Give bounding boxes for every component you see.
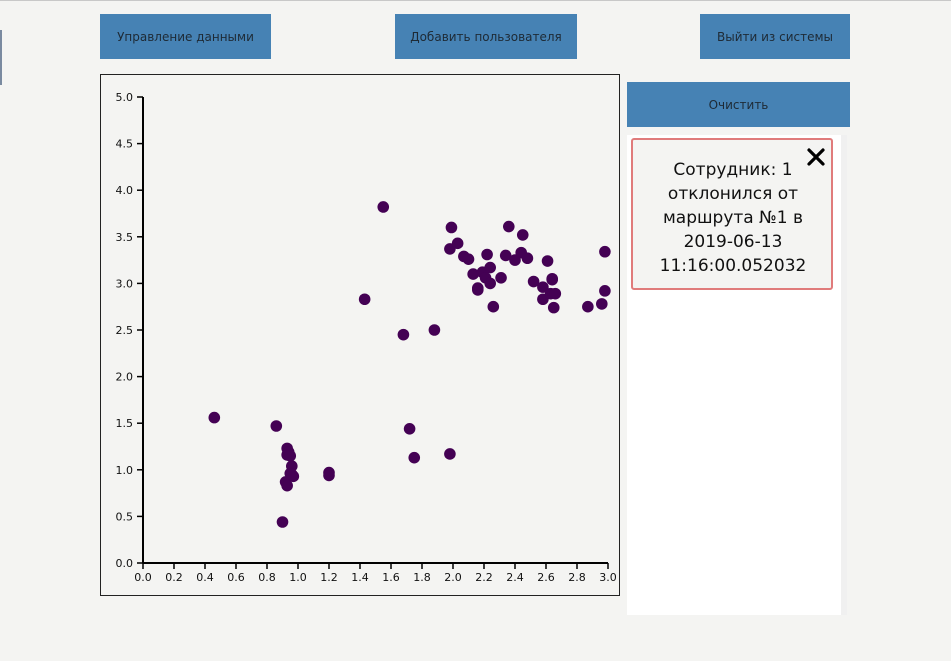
data-point xyxy=(208,411,221,424)
data-point xyxy=(467,268,479,280)
data-point xyxy=(546,273,558,286)
data-point xyxy=(582,300,594,313)
data-point xyxy=(408,451,421,464)
data-point xyxy=(276,516,289,528)
x-tick-label: 0.4 xyxy=(196,571,214,584)
data-point xyxy=(444,448,456,460)
close-icon[interactable] xyxy=(805,146,827,168)
data-point xyxy=(481,248,493,261)
x-tick-label: 0.8 xyxy=(258,571,276,584)
scatter-chart-svg: 0.0 0.2 0.4 0.6 0.8 1.0 1.2 1.4 1.6 1.8 2.0 2.2 2.4 2… xyxy=(116,91,617,584)
y-tick-label: 0.0 xyxy=(116,557,134,570)
data-point xyxy=(503,220,515,233)
y-tick-label: 1.5 xyxy=(116,417,134,430)
data-point xyxy=(358,293,371,306)
data-point xyxy=(472,282,484,294)
data-point xyxy=(484,261,497,274)
data-management-button[interactable]: Управление данными xyxy=(100,14,271,59)
data-point xyxy=(451,237,464,250)
data-point xyxy=(270,420,283,432)
alert-line-date: 2019-06-13 xyxy=(683,232,783,252)
data-point xyxy=(462,253,475,265)
data-point xyxy=(527,275,540,288)
scatter-chart: 0.0 0.2 0.4 0.6 0.8 1.0 1.2 1.4 1.6 1.8 2.0 2.2 2.4 2… xyxy=(100,74,620,596)
route-deviation-alert: Сотрудник: 1 отклонился от маршрута №1 в… xyxy=(631,138,833,290)
data-point xyxy=(397,328,410,341)
alert-line-deviated: отклонился от xyxy=(667,184,799,204)
x-tick-label: 0.0 xyxy=(134,571,152,584)
y-tick-label: 4.0 xyxy=(116,184,134,197)
data-point xyxy=(549,287,562,300)
x-tick-label: 0.2 xyxy=(165,571,183,584)
data-point xyxy=(323,469,335,482)
data-point xyxy=(541,255,554,267)
x-tick-label: 1.2 xyxy=(320,571,338,584)
x-tick-label: 2.4 xyxy=(506,571,524,584)
data-point xyxy=(281,479,293,492)
y-tick-label: 2.5 xyxy=(116,324,134,337)
y-tick-label: 4.5 xyxy=(116,138,134,151)
data-point xyxy=(286,468,298,481)
alert-line-time: 11:16:00.052032 xyxy=(659,256,807,276)
data-point xyxy=(599,245,611,258)
x-tick-label: 2.6 xyxy=(537,571,555,584)
data-point xyxy=(599,285,611,297)
x-tick-label: 3.0 xyxy=(599,571,617,584)
y-tick-label: 0.5 xyxy=(116,510,134,523)
y-tick-label: 2.0 xyxy=(116,371,134,384)
data-point xyxy=(516,229,529,241)
window-left-edge xyxy=(0,30,2,85)
window-top-border xyxy=(0,0,951,1)
data-point xyxy=(403,422,416,435)
data-point xyxy=(445,221,458,234)
data-point xyxy=(484,277,497,290)
data-point xyxy=(596,298,608,310)
y-tick-label: 5.0 xyxy=(116,91,134,104)
data-point xyxy=(537,281,549,293)
x-tick-label: 2.8 xyxy=(568,571,586,584)
data-point xyxy=(284,450,297,462)
x-tick-label: 0.6 xyxy=(227,571,245,584)
clear-button[interactable]: Очистить xyxy=(627,82,850,127)
x-tick-label: 1.0 xyxy=(289,571,307,584)
data-point xyxy=(495,272,507,284)
data-point xyxy=(521,252,534,265)
x-tick-label: 1.8 xyxy=(413,571,431,584)
add-user-button[interactable]: Добавить пользователя xyxy=(395,14,577,59)
alert-line-employee: Сотрудник: 1 xyxy=(673,160,793,180)
y-tick-label: 3.0 xyxy=(116,277,134,290)
data-point xyxy=(499,249,512,262)
alert-message: Сотрудник: 1 отклонился от маршрута №1 в… xyxy=(643,158,823,278)
panel-scrollbar[interactable] xyxy=(841,135,847,615)
logout-button[interactable]: Выйти из системы xyxy=(700,14,850,59)
data-point xyxy=(428,324,441,336)
x-tick-label: 1.6 xyxy=(382,571,400,584)
y-tick-label: 3.5 xyxy=(116,231,134,244)
alert-line-route: маршрута №1 в xyxy=(662,208,804,228)
data-point xyxy=(487,300,500,313)
y-tick-label: 1.0 xyxy=(116,464,134,477)
data-point xyxy=(377,201,390,213)
x-tick-label: 2.2 xyxy=(475,571,493,584)
x-tick-label: 2.0 xyxy=(444,571,462,584)
data-point xyxy=(547,301,560,314)
x-tick-label: 1.4 xyxy=(351,571,369,584)
